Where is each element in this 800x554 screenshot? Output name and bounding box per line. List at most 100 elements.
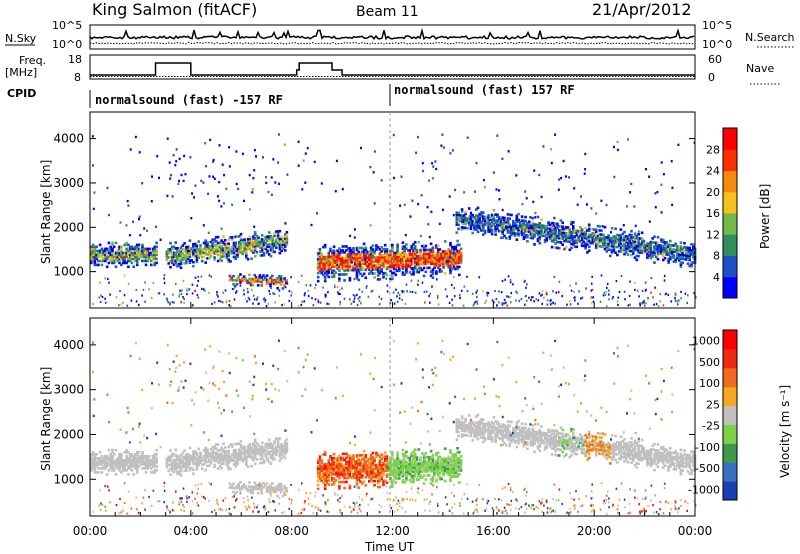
scatter-cell: [459, 261, 463, 265]
scatter-cell: [255, 240, 259, 244]
scatter-cell: [385, 463, 389, 466]
scatter-cell: [469, 217, 473, 221]
scatter-cell: [322, 269, 325, 273]
scatter-cell: [127, 451, 130, 454]
scatter-cell: [265, 482, 269, 485]
scatter-cell: [443, 469, 447, 473]
scatter-cell: [401, 448, 405, 452]
scatter-cell: [559, 235, 563, 238]
scatter-cell: [380, 461, 383, 465]
scatter-cell: [239, 232, 243, 236]
scatter-cell: [208, 291, 210, 294]
scatter-cell: [239, 248, 243, 252]
scatter-cell: [366, 260, 369, 263]
scatter-cell: [250, 239, 253, 243]
scatter-cell: [142, 253, 146, 257]
scatter-cell: [269, 239, 273, 242]
scatter-cell: [144, 247, 148, 251]
scatter-cell: [596, 234, 600, 238]
scatter-cell: [385, 481, 389, 485]
scatter-cell: [323, 263, 327, 267]
scatter-cell: [589, 235, 593, 239]
scatter-cell: [276, 439, 280, 442]
scatter-cell: [246, 247, 250, 251]
scatter-cell: [123, 261, 127, 265]
scatter-cell: [144, 465, 148, 468]
scatter-cell: [316, 459, 320, 462]
scatter-cell: [220, 446, 223, 450]
scatter-cell: [436, 254, 440, 257]
scatter-cell: [375, 467, 378, 471]
scatter-cell: [211, 453, 215, 457]
scatter-cell: [320, 459, 323, 462]
scatter-cell: [357, 454, 361, 457]
scatter-cell: [329, 263, 332, 267]
scatter-cell: [346, 476, 350, 480]
scatter-cell: [92, 164, 94, 167]
scatter-cell: [283, 239, 287, 242]
scatter-cell: [378, 461, 382, 465]
scatter-cell: [185, 245, 188, 249]
scatter-cell: [271, 236, 275, 240]
scatter-cell: [132, 461, 135, 464]
scatter-cell: [130, 453, 134, 456]
scatter-cell: [435, 264, 438, 267]
scatter-cell: [600, 199, 603, 202]
scatter-cell: [239, 444, 243, 447]
scatter-cell: [609, 254, 612, 258]
scatter-cell: [610, 236, 614, 240]
scatter-cell: [197, 252, 200, 255]
scatter-cell: [669, 243, 672, 247]
scatter-cell: [385, 473, 389, 476]
scatter-cell: [271, 448, 275, 451]
scatter-cell: [371, 461, 375, 465]
scatter-cell: [398, 462, 401, 466]
scatter-cell: [216, 249, 220, 253]
scatter-cell: [383, 479, 387, 483]
scatter-cell: [504, 236, 508, 240]
scatter-cell: [362, 468, 366, 471]
scatter-cell: [95, 257, 98, 261]
scatter-cell: [690, 265, 693, 268]
scatter-cell: [672, 260, 676, 263]
scatter-cell: [366, 474, 369, 477]
scatter-cell: [256, 280, 260, 283]
scatter-cell: [415, 466, 419, 469]
scatter-cell: [662, 246, 665, 250]
scatter-cell: [283, 283, 286, 286]
scatter-cell: [483, 186, 486, 189]
scatter-cell: [135, 245, 139, 249]
scatter-cell: [410, 452, 413, 456]
scatter-cell: [195, 461, 199, 465]
scatter-cell: [241, 244, 245, 248]
scatter-cell: [197, 457, 200, 461]
scatter-cell: [260, 234, 264, 237]
scatter-cell: [568, 240, 572, 244]
scatter-cell: [183, 463, 186, 467]
scatter-cell: [206, 464, 209, 468]
scatter-cell: [95, 465, 98, 468]
scatter-cell: [683, 249, 686, 253]
scatter-cell: [280, 245, 283, 249]
scatter-cell: [396, 257, 399, 261]
scatter-cell: [327, 479, 331, 482]
scatter-cell: [662, 250, 665, 254]
scatter-cell: [188, 466, 192, 470]
scatter-cell: [249, 208, 251, 211]
scatter-cell: [424, 460, 428, 463]
scatter-cell: [435, 252, 438, 255]
scatter-cell: [213, 301, 216, 304]
scatter-cell: [366, 468, 369, 471]
scatter-cell: [681, 247, 684, 251]
scatter-cell: [612, 243, 616, 246]
scatter-cell: [348, 267, 352, 270]
scatter-cell: [237, 486, 241, 490]
scatter-cell: [274, 181, 277, 184]
scatter-cell: [151, 247, 155, 251]
scatter-cell: [587, 239, 591, 242]
scatter-cell: [617, 303, 619, 306]
scatter-cell: [246, 237, 250, 241]
scatter-cell: [378, 260, 382, 263]
scatter-cell: [617, 244, 621, 247]
scatter-cell: [554, 230, 557, 233]
